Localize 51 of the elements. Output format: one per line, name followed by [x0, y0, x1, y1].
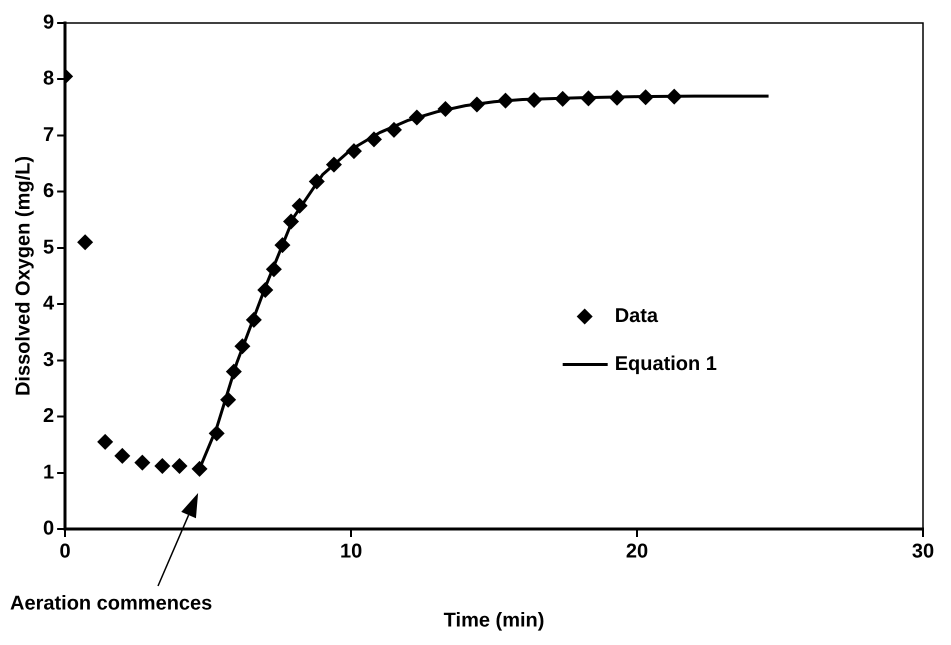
y-tick-label: 6 — [43, 180, 54, 202]
x-tick-label: 0 — [60, 540, 71, 563]
point — [192, 460, 208, 477]
point — [638, 89, 654, 106]
point — [274, 237, 290, 254]
point — [97, 434, 114, 450]
point — [326, 156, 342, 173]
y-tick-label: 7 — [43, 124, 54, 146]
point — [498, 92, 514, 109]
point — [468, 96, 485, 113]
y-tick-label: 2 — [43, 405, 54, 428]
point — [526, 92, 542, 108]
point — [580, 90, 596, 106]
x-axis-title: Time (min) — [444, 610, 544, 632]
y-tick-label: 4 — [43, 292, 55, 315]
point — [234, 338, 250, 354]
point — [666, 88, 682, 105]
point — [346, 143, 362, 160]
point — [246, 312, 262, 328]
point — [437, 101, 454, 118]
point — [386, 122, 402, 138]
point — [77, 234, 94, 250]
legend-label: Equation 1 — [614, 352, 717, 375]
point — [226, 364, 242, 380]
x-tick-label: 20 — [626, 540, 648, 563]
y-tick-label: 9 — [43, 12, 54, 34]
point — [257, 282, 274, 298]
point — [308, 174, 325, 190]
x-tick-label: 30 — [912, 540, 934, 563]
y-tick-label: 3 — [43, 348, 54, 371]
point — [154, 458, 170, 474]
text: Aeration commences — [10, 592, 212, 615]
y-tick-label: 5 — [43, 236, 54, 258]
point — [609, 90, 626, 106]
legend-label: Data — [614, 304, 659, 327]
point — [266, 261, 282, 278]
point — [366, 131, 382, 148]
point — [208, 425, 225, 442]
y-axis-title: Dissolved Oxygen (mg/L) — [12, 156, 35, 396]
point — [114, 448, 130, 464]
y-tick-label: 8 — [43, 68, 54, 90]
point — [292, 198, 308, 214]
point — [134, 454, 150, 471]
point — [554, 90, 571, 107]
y-tick-label: 0 — [43, 518, 54, 540]
point — [283, 213, 300, 230]
point — [172, 458, 188, 474]
point — [408, 109, 425, 126]
x-tick-label: 10 — [340, 540, 362, 563]
point — [220, 392, 236, 408]
y-tick-label: 1 — [43, 461, 54, 484]
